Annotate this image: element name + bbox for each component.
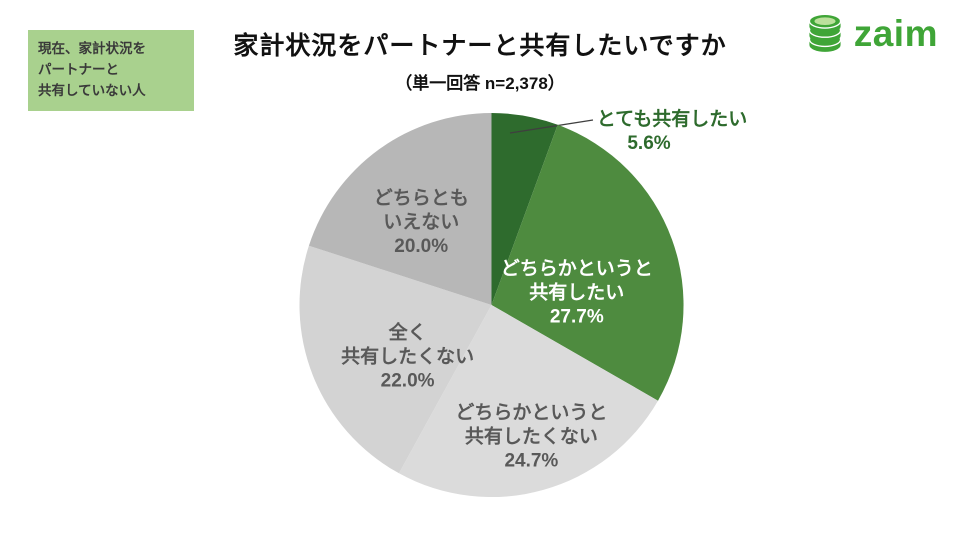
pie-slice-2: [491, 124, 684, 401]
pie-slice-3: [399, 305, 658, 498]
pie-slice-label-2: どちらかというと共有したい 27.7%: [501, 258, 653, 328]
callout-leader-line: [509, 119, 594, 134]
pie-slice-label-3: どちらかというと共有したくない 24.7%: [455, 401, 607, 471]
callout-label: とても共有したい 5.6%: [597, 107, 747, 154]
audience-note-line-2: パートナーと: [38, 61, 119, 77]
pie-slice-1: [491, 113, 558, 305]
zaim-logo: zaim: [803, 12, 938, 56]
coins-icon: [808, 13, 842, 52]
audience-note-line-1: 現在、家計状況を: [38, 41, 146, 56]
pie-slice-label-4: 全く共有したくない 22.0%: [341, 320, 474, 391]
pie-slice-4: [299, 245, 492, 474]
logo-text: zaim: [853, 13, 938, 54]
chart-title: 家計状況をパートナーと共有したいですか: [233, 32, 727, 60]
pie-slice-label-5: どちらともいえない 20.0%: [374, 187, 469, 257]
audience-note-badge: 現在、家計状況を パートナーと 共有していない人: [28, 30, 194, 111]
chart-subtitle: （単一回答 n=2,378）: [395, 74, 565, 93]
pie-chart: とても共有したい 5.6% どちらかというと共有したい 27.7% どちらかというと共有…: [299, 107, 747, 498]
title-block: 家計状況をパートナーと共有したいですか （単一回答 n=2,378）: [0, 26, 960, 94]
audience-note-line-3: 共有していない人: [38, 82, 146, 98]
pie-slice-5: [308, 113, 492, 305]
